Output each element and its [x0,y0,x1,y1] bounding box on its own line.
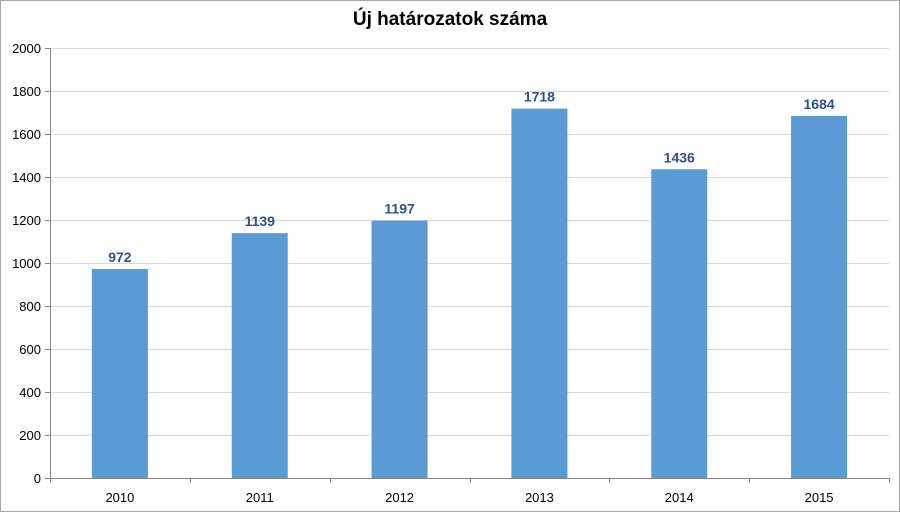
labels: 0 200 400 600 800 1000 1200 1400 1600 1800 2000 972… [12,41,835,505]
y-tick-label-0: 0 [34,471,41,486]
axes [45,48,890,483]
data-label-2011: 1139 [245,213,276,229]
data-label-2015: 1684 [804,96,835,112]
data-label-2010: 972 [108,249,132,265]
y-tick-label-1800: 1800 [12,84,41,99]
y-tick-label-2000: 2000 [12,41,41,56]
chart-title: Új határozatok száma [352,9,548,30]
data-label-2013: 1718 [524,89,555,105]
y-tick-label-400: 400 [19,385,41,400]
y-tick-label-200: 200 [19,428,41,443]
y-tick-label-1600: 1600 [12,127,41,142]
y-tick-label-1200: 1200 [12,213,41,228]
bar-2015 [791,115,848,478]
y-tick-label-1400: 1400 [12,170,41,185]
data-label-2012: 1197 [384,201,415,217]
bar-2013 [511,108,568,478]
x-tick-label-2014: 2014 [665,490,694,505]
y-tick-label-1000: 1000 [12,256,41,271]
y-tick-label-800: 800 [19,299,41,314]
bar-2014 [651,169,708,478]
x-tick-label-2012: 2012 [385,490,414,505]
x-tick-label-2013: 2013 [525,490,554,505]
x-tick-label-2015: 2015 [805,490,834,505]
bar-2012 [371,220,428,478]
gridlines [50,48,889,436]
x-tick-label-2011: 2011 [246,490,274,505]
bar-2010 [91,269,148,478]
data-label-2014: 1436 [664,149,695,165]
y-tick-label-600: 600 [19,342,41,357]
x-tick-label-2010: 2010 [105,490,134,505]
bars [91,108,848,478]
bar-2011 [231,233,288,478]
